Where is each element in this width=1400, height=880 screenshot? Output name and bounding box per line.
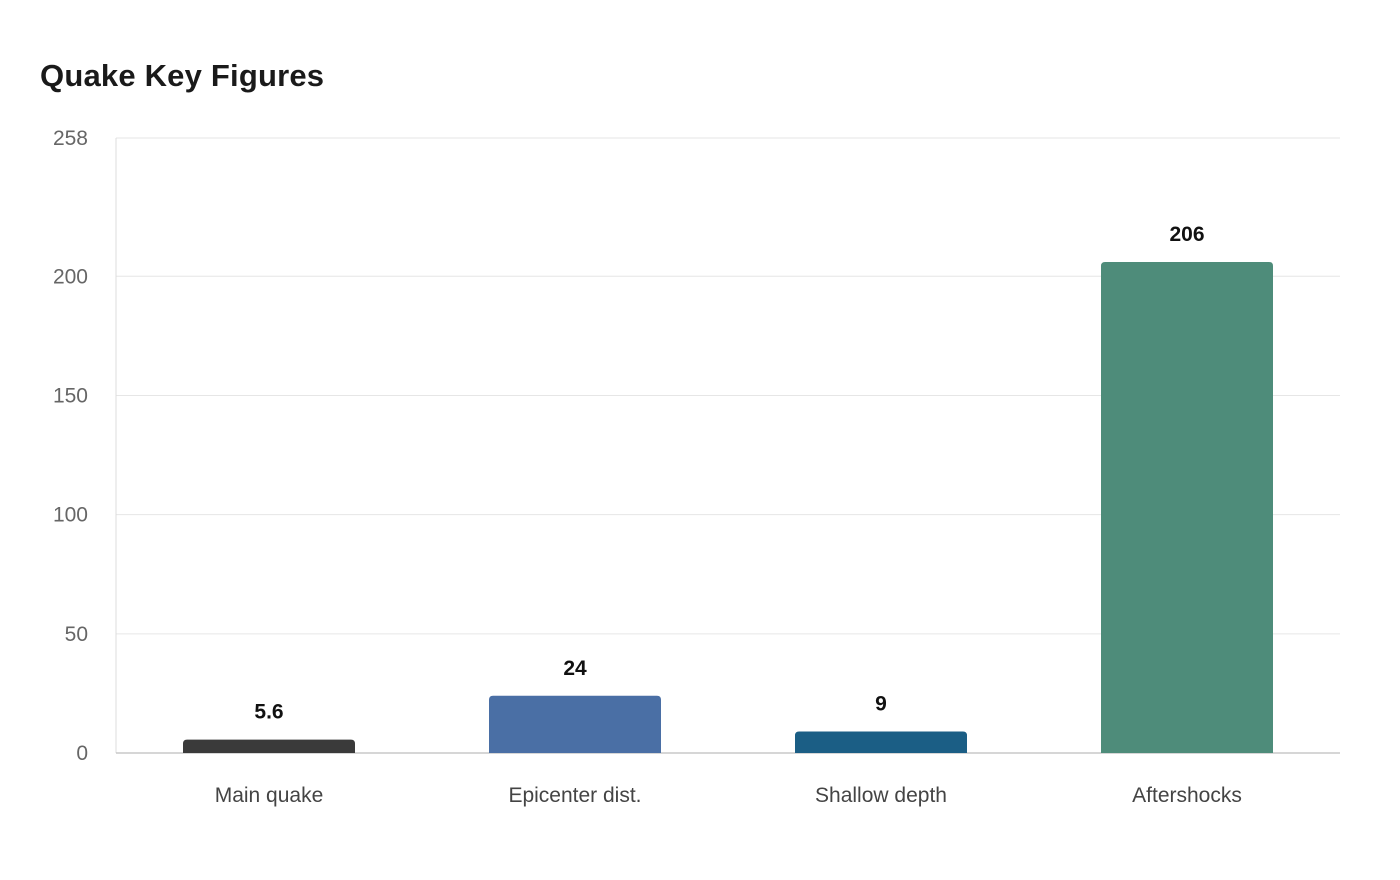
x-category-label: Aftershocks: [1132, 784, 1242, 807]
y-tick-label: 150: [53, 384, 88, 407]
y-tick-label: 0: [76, 742, 88, 765]
value-label: 24: [563, 657, 587, 680]
value-label: 206: [1169, 223, 1204, 246]
x-category-label: Epicenter dist.: [508, 784, 641, 807]
x-category-label: Main quake: [215, 784, 324, 807]
bar-epicenter-dist: [489, 695, 661, 753]
value-label: 9: [875, 693, 887, 716]
bar-main-quake: [183, 739, 355, 753]
labels: 0 50 100 150 200 258 5.6 Main quake 24 Epicenter …: [53, 127, 1242, 807]
bar-aftershocks: [1101, 261, 1273, 753]
y-tick-label: 50: [65, 623, 88, 646]
bar-shallow-depth: [795, 731, 967, 753]
x-category-label: Shallow depth: [815, 784, 947, 807]
value-label: 5.6: [254, 701, 283, 724]
y-tick-label: 100: [53, 504, 88, 527]
chart-title: Quake Key Figures: [40, 58, 325, 93]
bars: [183, 261, 1273, 753]
y-tick-label: 200: [53, 265, 88, 288]
y-tick-label: 258: [53, 127, 88, 150]
